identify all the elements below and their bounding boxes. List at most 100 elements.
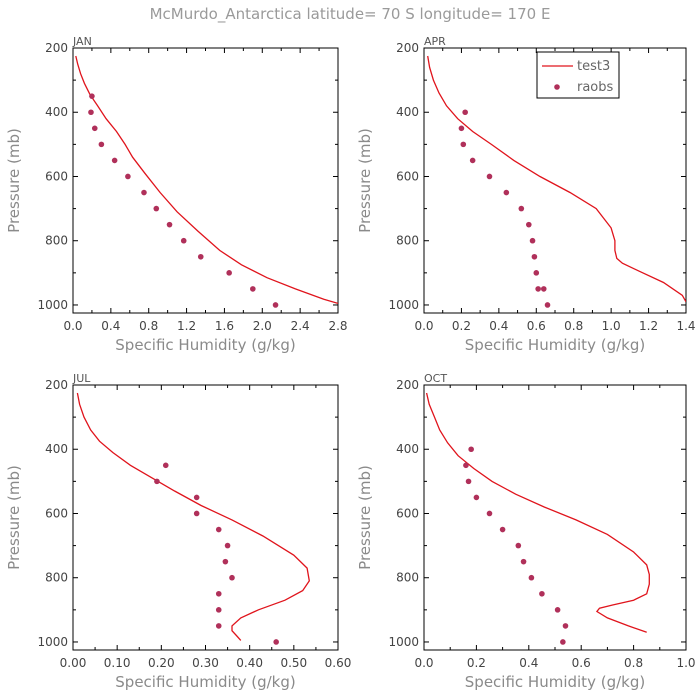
y-tick-label: 200	[45, 378, 68, 392]
series-point-raobs	[544, 302, 551, 308]
y-tick-label: 200	[396, 41, 419, 55]
y-tick-label: 800	[396, 571, 419, 585]
panel-apr: 0.0 0.2 0.4 0.6 0.8 1.0 1.2 1.4 200 400 600 800 1000…	[356, 35, 696, 354]
y-tick-label: 400	[396, 105, 419, 119]
series-point-raobs	[473, 494, 480, 501]
panel-jan: 0.0 0.4 0.8 1.2 1.6 2.0 2.4 2.8 200 400 600 800 1000…	[5, 35, 348, 354]
series-point-raobs	[539, 590, 545, 597]
y-axis-label: Pressure (mb)	[356, 465, 374, 570]
x-tick-label: 1.2	[639, 319, 658, 333]
series-point-raobs	[465, 478, 472, 485]
panels: 0.0 0.4 0.8 1.2 1.6 2.0 2.4 2.8 200 400 600 800 1000…	[5, 35, 696, 691]
x-tick-label: 0.2	[452, 319, 471, 333]
series-point-raobs	[88, 109, 94, 116]
x-tick-label: 0.4	[489, 319, 508, 333]
x-tick-label: 0.0	[414, 656, 433, 670]
legend-label: test3	[577, 59, 610, 74]
series-point-raobs	[89, 93, 95, 99]
series-point-raobs	[141, 189, 147, 196]
y-tick-label: 1000	[37, 298, 68, 312]
y-tick-label: 1000	[388, 635, 419, 649]
series-point-raobs	[462, 109, 468, 116]
x-tick-label: 2.8	[328, 319, 347, 333]
x-axis-label: Specific Humidity (g/kg)	[115, 336, 295, 354]
series-point-raobs	[91, 125, 98, 132]
series-point-raobs	[533, 270, 540, 276]
series-point-raobs	[229, 574, 235, 581]
x-axis-label: Specific Humidity (g/kg)	[115, 673, 295, 691]
x-tick-label: 1.2	[177, 319, 196, 333]
series-point-raobs	[520, 558, 527, 565]
series-point-raobs	[250, 286, 256, 292]
y-tick-label: 600	[396, 506, 419, 520]
panel-label: OCT	[424, 372, 447, 385]
legend: test3 raobs	[536, 51, 620, 99]
x-tick-label: 0.4	[519, 656, 538, 670]
x-tick-label: 0.60	[325, 656, 352, 670]
series-point-raobs	[153, 205, 160, 212]
panel-label: JUL	[72, 372, 91, 385]
series-point-raobs	[458, 125, 465, 132]
y-tick-label: 1000	[37, 635, 68, 649]
series-point-raobs	[515, 542, 522, 549]
y-tick-label: 600	[45, 169, 68, 183]
x-tick-label: 0.8	[624, 656, 643, 670]
panel-label: JAN	[72, 35, 92, 48]
legend-label: raobs	[577, 80, 614, 95]
series-point-raobs	[460, 141, 467, 148]
y-tick-label: 800	[396, 234, 419, 248]
x-tick-label: 0.00	[60, 656, 87, 670]
y-tick-label: 400	[396, 442, 419, 456]
series-point-raobs	[531, 253, 538, 260]
series-line-test3	[75, 55, 338, 305]
x-tick-label: 0.0	[414, 319, 433, 333]
series-point-raobs	[215, 623, 222, 629]
series-point-raobs	[98, 141, 105, 148]
series-point-raobs	[215, 526, 222, 533]
y-axis-label: Pressure (mb)	[356, 128, 374, 233]
series-point-raobs	[166, 221, 173, 228]
y-tick-label: 600	[45, 506, 68, 520]
series-point-raobs	[273, 639, 279, 645]
series-point-raobs	[562, 623, 569, 629]
plot-area	[427, 55, 686, 308]
series-point-raobs	[222, 558, 229, 565]
series-point-raobs	[463, 462, 469, 469]
series-point-raobs	[499, 526, 506, 533]
plot-frame	[72, 384, 339, 651]
series-point-raobs	[540, 286, 547, 292]
series-point-raobs	[526, 221, 532, 228]
y-tick-label: 800	[45, 234, 68, 248]
series-point-raobs	[528, 574, 535, 581]
y-tick-label: 800	[45, 571, 68, 585]
figure-title: McMurdo_Antarctica latitude= 70 S longit…	[150, 5, 551, 24]
x-tick-label: 0.6	[527, 319, 546, 333]
series-line-test3	[427, 55, 686, 303]
series-point-raobs	[486, 173, 493, 180]
series-point-raobs	[180, 237, 187, 244]
series-point-raobs	[486, 510, 493, 517]
x-tick-label: 0.8	[564, 319, 583, 333]
y-axis-label: Pressure (mb)	[5, 128, 23, 233]
series-line-test3	[76, 392, 310, 641]
y-tick-label: 600	[396, 169, 419, 183]
series-point-raobs	[503, 189, 510, 196]
panel-label: APR	[424, 35, 446, 48]
x-tick-label: 0.4	[101, 319, 120, 333]
plot-area	[425, 392, 650, 645]
series-point-raobs	[529, 237, 536, 244]
plot-area	[75, 55, 338, 308]
series-point-raobs	[162, 462, 169, 469]
y-tick-label: 400	[45, 442, 68, 456]
x-tick-label: 1.0	[602, 319, 621, 333]
y-tick-label: 200	[45, 41, 68, 55]
panel-jul: 0.00 0.10 0.20 0.30 0.40 0.50 0.60 200 400 600 800…	[5, 372, 351, 691]
series-point-raobs	[215, 607, 222, 613]
series-point-raobs	[125, 173, 131, 180]
x-tick-label: 1.6	[215, 319, 234, 333]
series-point-raobs	[560, 639, 566, 645]
x-tick-label: 0.40	[236, 656, 263, 670]
legend-point-marker	[554, 84, 560, 90]
y-tick-label: 400	[45, 105, 68, 119]
